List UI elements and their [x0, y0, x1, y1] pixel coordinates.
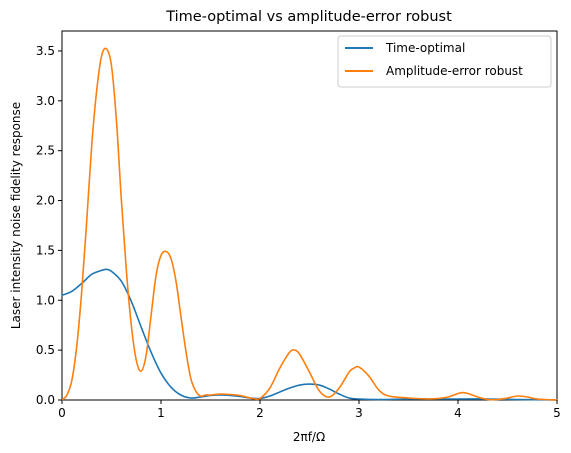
y-tick-label: 2.0	[36, 194, 55, 208]
x-tick-label: 2	[256, 406, 264, 420]
chart-title: Time-optimal vs amplitude-error robust	[165, 9, 452, 25]
y-tick-label: 1.0	[36, 293, 55, 307]
y-tick-label: 1.5	[36, 243, 55, 257]
y-axis-label: Laser intensity noise fidelity response	[9, 102, 23, 329]
x-axis-label: 2πf/Ω	[293, 430, 325, 444]
y-tick-label: 3.0	[36, 94, 55, 108]
x-tick-label: 3	[355, 406, 363, 420]
legend-label-time-optimal: Time-optimal	[385, 41, 465, 55]
y-tick-label: 0.5	[36, 343, 55, 357]
legend-label-amplitude-error-robust: Amplitude-error robust	[386, 64, 523, 78]
y-tick-label: 2.5	[36, 144, 55, 158]
y-tick-label: 0.0	[36, 393, 55, 407]
legend: Time-optimal Amplitude-error robust	[338, 36, 551, 87]
x-tick-label: 0	[58, 406, 66, 420]
x-tick-label: 4	[454, 406, 462, 420]
y-tick-label: 3.5	[36, 44, 55, 58]
x-tick-label: 1	[157, 406, 165, 420]
x-tick-label: 5	[553, 406, 561, 420]
